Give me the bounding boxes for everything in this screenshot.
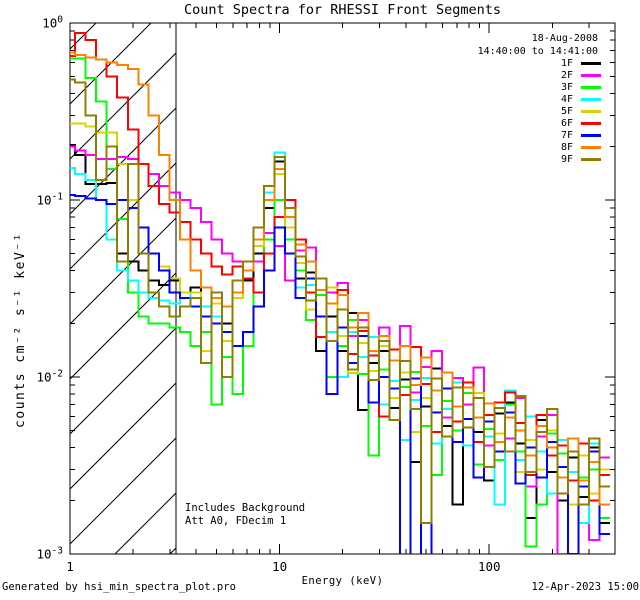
y-tick-label-1e-1: 10-1 [36,192,63,208]
series-line-9F [70,78,610,524]
observation-time-range: 14:40:00 to 14:41:00 [477,46,598,57]
legend-item-7F: 7F [481,129,601,141]
series-line-6F [70,31,610,502]
series-line-8F [70,51,610,506]
legend-swatch-7F [581,133,601,137]
legend-label-6F: 6F [560,117,573,129]
x-axis-title: Energy (keV) [302,575,384,587]
legend-label-2F: 2F [560,69,573,81]
legend-item-8F: 8F [481,141,601,153]
attenuator-hatch-region [70,23,176,554]
y-axis-title: counts cm⁻² s⁻¹ keV⁻¹ [13,232,28,428]
axis-ticks [69,22,615,555]
legend-swatch-1F [581,61,601,65]
legend-label-3F: 3F [560,81,573,93]
legend-item-5F: 5F [481,105,601,117]
legend-item-6F: 6F [481,117,601,129]
legend-item-9F: 9F [481,153,601,165]
y-tick-label-1e0: 100 [42,15,63,31]
legend-swatch-8F [581,145,601,149]
legend-item-3F: 3F [481,81,601,93]
legend-label-5F: 5F [560,105,573,117]
creation-timestamp: 12-Apr-2023 15:00 [531,581,639,593]
observation-datetime: 18-Aug-2008 14:40:00 to 14:41:00 [478,32,598,58]
legend-label-9F: 9F [560,153,573,165]
y-tick-label-1e-2: 10-2 [36,369,63,385]
x-tick-label-10: 10 [272,559,287,574]
legend-swatch-5F [581,109,601,113]
background-note: Includes Background [185,502,306,514]
legend-swatch-6F [581,121,601,125]
legend-swatch-9F [581,157,601,161]
series-line-3F [70,57,610,548]
legend-swatch-3F [581,85,601,89]
x-tick-label-100: 100 [478,559,501,574]
legend-swatch-2F [581,73,601,77]
chart-title: Count Spectra for RHESSI Front Segments [184,2,501,18]
detector-legend: 1F 2F 3F 4F 5F 6F 7F 8F 9F [481,57,601,165]
legend-label-4F: 4F [560,93,573,105]
legend-item-1F: 1F [481,57,601,69]
legend-label-8F: 8F [560,141,573,153]
generator-credit: Generated by hsi_min_spectra_plot.pro [2,581,236,593]
legend-swatch-4F [581,97,601,101]
legend-label-1F: 1F [560,57,573,69]
attenuator-note: Att A0, FDecim 1 [185,514,287,527]
series-line-7F [70,193,610,554]
y-tick-label-1e-3: 10-3 [36,546,63,562]
plot-annotations: Includes Background Att A0, FDecim 1 [185,502,305,527]
legend-item-2F: 2F [481,69,601,81]
observation-date: 18-Aug-2008 [531,33,598,44]
spectra-series [70,31,610,554]
x-tick-label-1: 1 [66,559,74,574]
legend-label-7F: 7F [560,129,573,141]
legend-item-4F: 4F [481,93,601,105]
